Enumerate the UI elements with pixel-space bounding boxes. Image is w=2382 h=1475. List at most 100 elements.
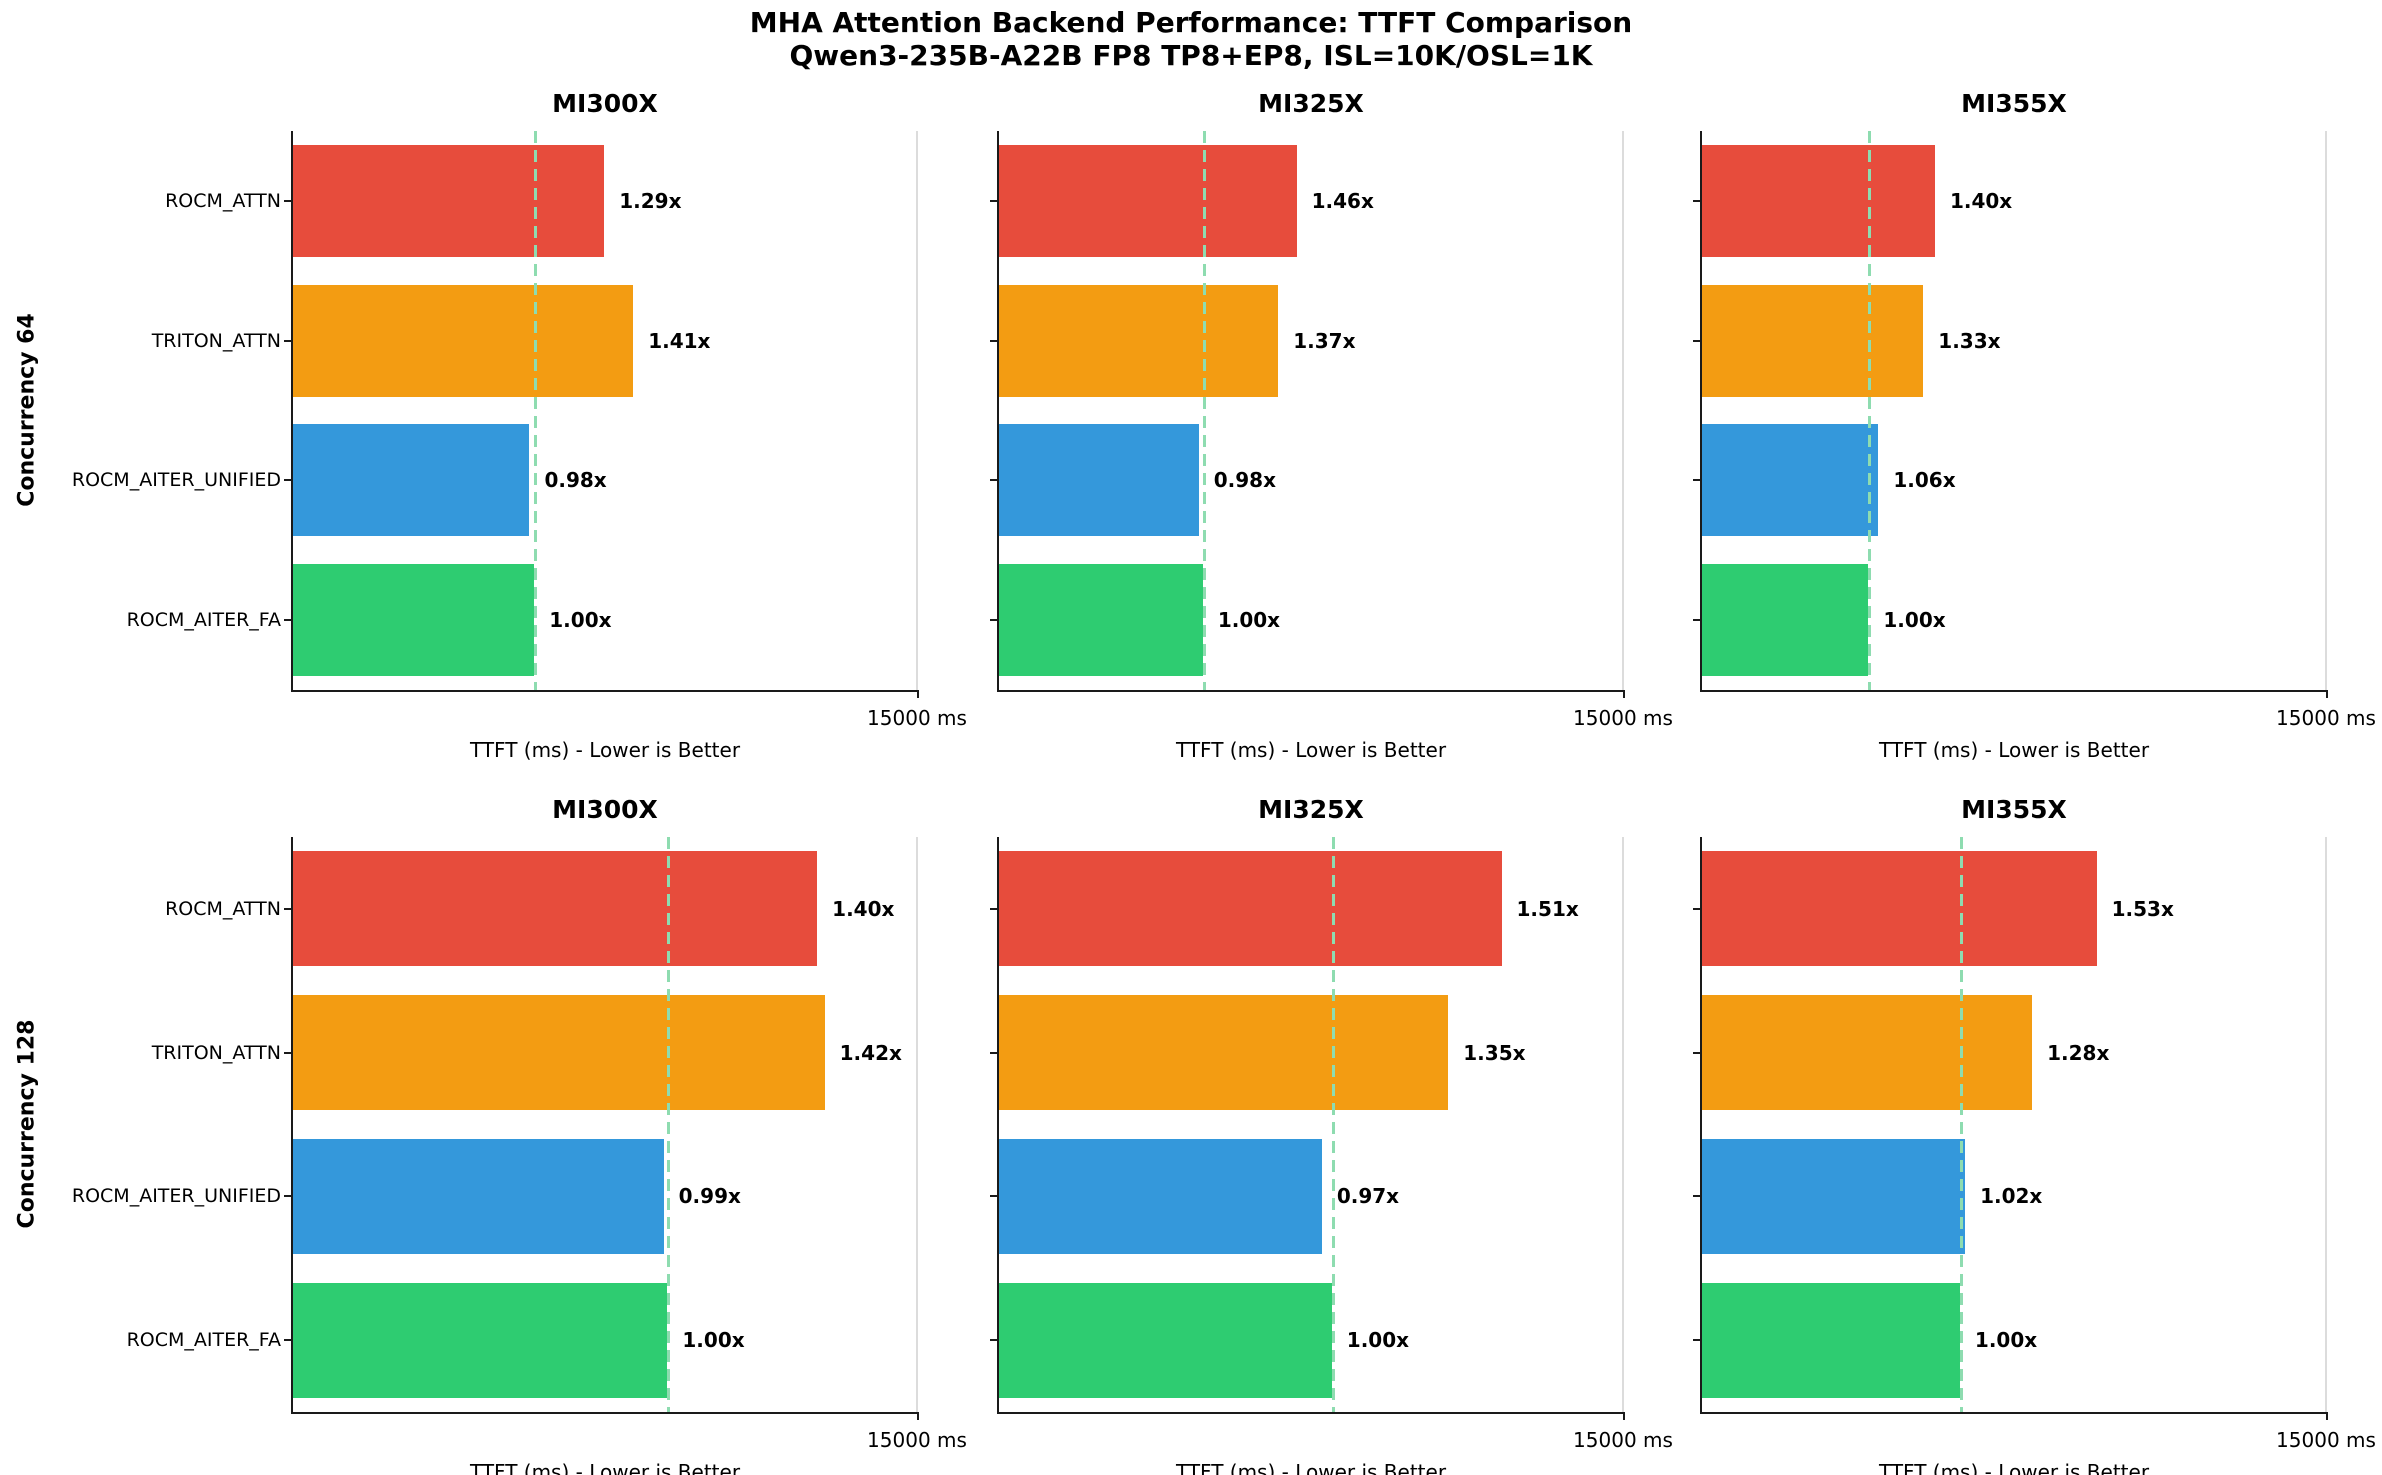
category-label: ROCM_AITER_FA <box>126 609 281 632</box>
bar-rocm-aiter-fa <box>999 1282 1332 1398</box>
category-label: ROCM_AITER_FA <box>126 1329 281 1352</box>
x-tick-label: 15000 ms <box>1573 1428 1673 1452</box>
speedup-label: 1.00x <box>549 608 612 633</box>
x-axis-label: TTFT (ms) - Lower is Better <box>1878 1460 2150 1475</box>
subplot-conc128-mi300x: MI300X 1.40x 1.42x 0.99x 1.00x ROCM_ATTN… <box>72 795 967 1475</box>
subplot-title: MI355X <box>1961 89 2067 118</box>
baseline-dashed-line <box>1331 837 1335 1412</box>
speedup-label: 1.00x <box>1217 608 1281 633</box>
y-tick <box>990 339 997 342</box>
subplot-conc128-mi355x: MI355X 1.53x 1.28x 1.02x 1.00x 15000 ms … <box>1693 795 2376 1475</box>
x-tick <box>2326 1412 2328 1420</box>
bar-rocm-aiter-unified <box>999 1138 1322 1254</box>
baseline-dashed-line <box>667 837 671 1412</box>
x-tick <box>917 690 919 698</box>
x-axis-label: TTFT (ms) - Lower is Better <box>469 1460 741 1475</box>
speedup-label: 1.40x <box>832 896 895 921</box>
x-tick <box>1623 1412 1625 1420</box>
speedup-label: 1.46x <box>1311 188 1374 213</box>
row-label-concurrency-128: Concurrency 128 <box>14 1019 40 1229</box>
bar-rocm-attn <box>999 144 1297 257</box>
category-label: ROCM_ATTN <box>165 897 281 920</box>
category-label: ROCM_ATTN <box>165 189 281 212</box>
speedup-label: 1.37x <box>1293 328 1356 353</box>
bar-triton-attn <box>1702 995 2033 1111</box>
y-tick <box>1693 907 1700 910</box>
baseline-dashed-line <box>534 131 538 690</box>
bar-triton-attn <box>1702 284 1924 397</box>
x-tick-label: 15000 ms <box>2276 1428 2376 1452</box>
bar-rocm-aiter-unified <box>999 424 1199 537</box>
speedup-label: 0.98x <box>544 468 607 493</box>
baseline-dashed-line <box>1959 837 1963 1412</box>
bar-triton-attn <box>999 995 1449 1111</box>
axis-max-line <box>1622 131 1624 690</box>
speedup-label: 1.06x <box>1893 468 1956 493</box>
x-axis-label: TTFT (ms) - Lower is Better <box>469 738 741 762</box>
y-tick <box>284 619 291 622</box>
speedup-label: 1.35x <box>1463 1040 1526 1065</box>
x-tick <box>917 1412 919 1420</box>
y-tick <box>1693 619 1700 622</box>
axis-max-line <box>2325 131 2327 690</box>
y-tick <box>1693 479 1700 482</box>
baseline-dashed-line <box>1868 131 1872 690</box>
y-tick <box>284 339 291 342</box>
bar-rocm-aiter-fa <box>293 564 535 677</box>
speedup-label: 0.98x <box>1213 468 1276 493</box>
bar-rocm-attn <box>999 851 1502 967</box>
subplot-conc64-mi300x: MI300X 1.29x 1.41x 0.98x 1.00x ROCM_ATTN… <box>72 89 967 762</box>
x-tick <box>2326 690 2328 698</box>
bar-rocm-attn <box>293 144 605 257</box>
x-tick-label: 15000 ms <box>867 706 967 730</box>
y-tick <box>284 479 291 482</box>
bar-triton-attn <box>293 284 634 397</box>
y-tick <box>1693 339 1700 342</box>
figure-title: MHA Attention Backend Performance: TTFT … <box>0 6 2382 72</box>
figure-title-line1: MHA Attention Backend Performance: TTFT … <box>749 6 1633 39</box>
y-tick <box>990 619 997 622</box>
x-tick <box>1623 690 1625 698</box>
x-tick-label: 15000 ms <box>2276 706 2376 730</box>
y-tick <box>1693 1195 1700 1198</box>
speedup-label: 1.28x <box>2047 1040 2110 1065</box>
bar-rocm-aiter-fa <box>1702 564 1869 677</box>
speedup-label: 1.42x <box>839 1040 902 1065</box>
y-tick <box>284 1339 291 1342</box>
speedup-label: 0.99x <box>678 1184 741 1209</box>
y-tick <box>1693 1339 1700 1342</box>
y-tick <box>1693 199 1700 202</box>
subplot-conc64-mi355x: MI355X 1.40x 1.33x 1.06x 1.00x 15000 ms … <box>1693 89 2376 762</box>
bar-rocm-aiter-unified <box>293 424 530 537</box>
speedup-label: 1.29x <box>619 188 682 213</box>
y-tick <box>990 1195 997 1198</box>
y-tick <box>990 1051 997 1054</box>
bar-rocm-aiter-fa <box>1702 1282 1960 1398</box>
x-axis-label: TTFT (ms) - Lower is Better <box>1878 738 2150 762</box>
y-tick <box>990 479 997 482</box>
subplot-title: MI355X <box>1961 795 2067 824</box>
bar-rocm-attn <box>293 851 818 967</box>
speedup-label: 1.00x <box>1974 1328 2038 1353</box>
x-tick-label: 15000 ms <box>1573 706 1673 730</box>
speedup-label: 1.02x <box>1980 1184 2043 1209</box>
category-label: TRITON_ATTN <box>151 329 281 352</box>
speedup-label: 1.40x <box>1949 188 2013 213</box>
subplot-title: MI325X <box>1258 89 1364 118</box>
axis-max-line <box>2325 837 2327 1412</box>
bar-rocm-attn <box>1702 851 2097 967</box>
axis-max-line <box>1622 837 1624 1412</box>
category-label: ROCM_AITER_UNIFIED <box>71 469 281 492</box>
bar-rocm-aiter-fa <box>999 564 1203 677</box>
bar-rocm-attn <box>1702 144 1935 257</box>
bar-rocm-aiter-unified <box>1702 424 1879 537</box>
y-tick <box>284 1195 291 1198</box>
subplot-title: MI300X <box>552 795 658 824</box>
y-tick <box>990 199 997 202</box>
axis-max-line <box>916 131 918 690</box>
baseline-dashed-line <box>1202 131 1206 690</box>
speedup-label: 1.51x <box>1516 896 1579 921</box>
x-axis-label: TTFT (ms) - Lower is Better <box>1175 738 1447 762</box>
speedup-label: 1.00x <box>1346 1328 1410 1353</box>
